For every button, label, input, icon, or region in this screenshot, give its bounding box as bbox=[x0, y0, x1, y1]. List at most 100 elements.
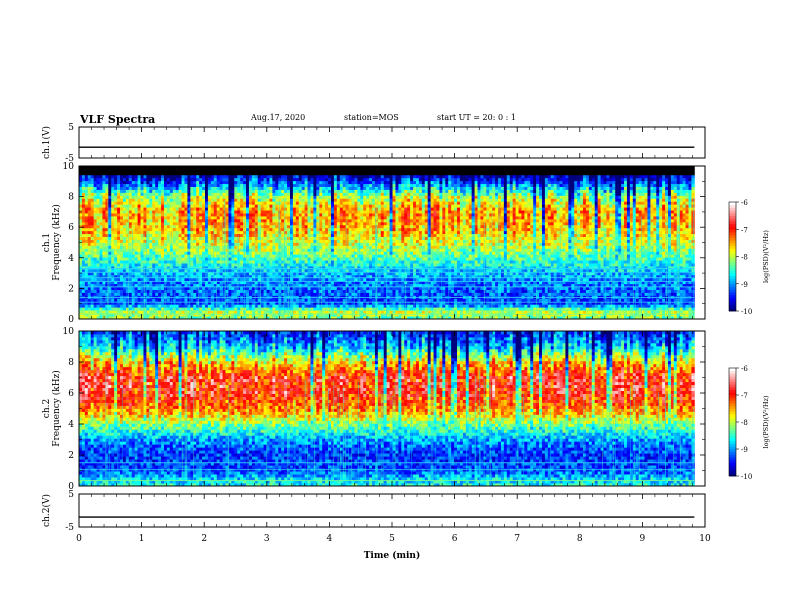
spectrogram-cell bbox=[155, 192, 158, 195]
spectrogram-cell bbox=[129, 190, 132, 193]
spectrogram-cell bbox=[164, 195, 167, 198]
spectrogram-cell bbox=[179, 216, 182, 219]
spectrogram-cell bbox=[190, 222, 193, 225]
spectrogram-cell bbox=[108, 166, 111, 169]
spectrogram-cell bbox=[164, 219, 167, 222]
spectrogram-cell bbox=[173, 278, 176, 281]
spectrogram-cell bbox=[155, 216, 158, 219]
spectrogram-cell bbox=[111, 210, 114, 213]
spectrogram-cell bbox=[138, 269, 141, 272]
spectrogram-cell bbox=[138, 245, 141, 248]
spectrogram-cell bbox=[179, 231, 182, 234]
spectrogram-cell bbox=[123, 192, 126, 195]
spectrogram-cell bbox=[88, 248, 91, 251]
spectrogram-cell bbox=[190, 216, 193, 219]
spectrogram-cell bbox=[100, 175, 103, 178]
spectrogram-cell bbox=[143, 304, 146, 307]
spectrogram-cell bbox=[141, 228, 144, 231]
spectrogram-cell bbox=[164, 257, 167, 260]
spectrogram-cell bbox=[193, 298, 196, 301]
spectrogram-cell bbox=[141, 222, 144, 225]
spectrogram-cell bbox=[161, 290, 164, 293]
spectrogram-cell bbox=[190, 248, 193, 251]
spectrogram-cell bbox=[182, 260, 185, 263]
spectrogram-cell bbox=[143, 166, 146, 169]
spectrogram-cell bbox=[94, 260, 97, 263]
spectrogram-cell bbox=[149, 228, 152, 231]
spectrogram-cell bbox=[176, 298, 179, 301]
spectrogram-cell bbox=[135, 204, 138, 207]
spectrogram-cell bbox=[182, 278, 185, 281]
spectrogram-cell bbox=[190, 290, 193, 293]
spectrogram-cell bbox=[170, 198, 173, 201]
spectrogram-cell bbox=[179, 198, 182, 201]
spectrogram-cell bbox=[187, 237, 190, 240]
spectrogram-cell bbox=[108, 231, 111, 234]
spectrogram-cell bbox=[85, 187, 88, 190]
spectrogram-cell bbox=[158, 254, 161, 257]
spectrogram-cell bbox=[94, 184, 97, 187]
spectrogram-cell bbox=[179, 240, 182, 243]
spectrogram-cell bbox=[102, 181, 105, 184]
spectrogram-cell bbox=[91, 201, 94, 204]
spectrogram-cell bbox=[97, 166, 100, 169]
spectrogram-cell bbox=[97, 254, 100, 257]
spectrogram-cell bbox=[173, 216, 176, 219]
spectrogram-cell bbox=[176, 243, 179, 246]
spectrogram-cell bbox=[94, 175, 97, 178]
spectrogram-cell bbox=[114, 240, 117, 243]
spectrogram-cell bbox=[85, 169, 88, 172]
spectrogram-cell bbox=[102, 198, 105, 201]
spectrogram-cell bbox=[155, 222, 158, 225]
spectrogram-cell bbox=[149, 195, 152, 198]
spectrogram-cell bbox=[108, 219, 111, 222]
spectrogram-cell bbox=[91, 245, 94, 248]
spectrogram-cell bbox=[187, 298, 190, 301]
spectrogram-cell bbox=[152, 298, 155, 301]
spectrogram-cell bbox=[91, 169, 94, 172]
spectrogram-cell bbox=[141, 245, 144, 248]
spectrogram-cell bbox=[91, 254, 94, 257]
spectrogram-cell bbox=[149, 219, 152, 222]
spectrogram-cell bbox=[187, 304, 190, 307]
spectrogram-cell bbox=[97, 240, 100, 243]
spectrogram-cell bbox=[108, 192, 111, 195]
spectrogram-cell bbox=[111, 172, 114, 175]
spectrogram-cell bbox=[164, 243, 167, 246]
spectrogram-cell bbox=[102, 248, 105, 251]
spectrogram-cell bbox=[141, 307, 144, 310]
spectrogram-cell bbox=[100, 181, 103, 184]
spectrogram-cell bbox=[155, 251, 158, 254]
spectrogram-cell bbox=[123, 187, 126, 190]
spectrogram-cell bbox=[173, 237, 176, 240]
spectrogram-cell bbox=[138, 307, 141, 310]
spectrogram-cell bbox=[158, 184, 161, 187]
spectrogram-cell bbox=[167, 181, 170, 184]
spectrogram-cell bbox=[161, 228, 164, 231]
spectrogram-cell bbox=[141, 260, 144, 263]
spectrogram-cell bbox=[97, 187, 100, 190]
spectrogram-cell bbox=[161, 172, 164, 175]
spectrogram-cell bbox=[138, 210, 141, 213]
spectrogram-cell bbox=[129, 231, 132, 234]
spectrogram-cell bbox=[143, 213, 146, 216]
spectrogram-cell bbox=[132, 219, 135, 222]
spectrogram-cell bbox=[167, 307, 170, 310]
spectrogram-cell bbox=[111, 263, 114, 266]
spectrogram-cell bbox=[102, 260, 105, 263]
spectrogram-cell bbox=[102, 222, 105, 225]
spectrogram-cell bbox=[176, 207, 179, 210]
spectrogram-cell bbox=[132, 201, 135, 204]
spectrogram-cell bbox=[187, 190, 190, 193]
spectrogram-cell bbox=[167, 184, 170, 187]
spectrogram-cell bbox=[111, 278, 114, 281]
spectrogram-cell bbox=[111, 207, 114, 210]
spectrogram-cell bbox=[187, 307, 190, 310]
spectrogram-cell bbox=[187, 210, 190, 213]
spectrogram-cell bbox=[184, 178, 187, 181]
spectrogram-cell bbox=[184, 257, 187, 260]
spectrogram-cell bbox=[100, 245, 103, 248]
spectrogram-cell bbox=[164, 172, 167, 175]
spectrogram-cell bbox=[167, 298, 170, 301]
spectrogram-cell bbox=[149, 216, 152, 219]
